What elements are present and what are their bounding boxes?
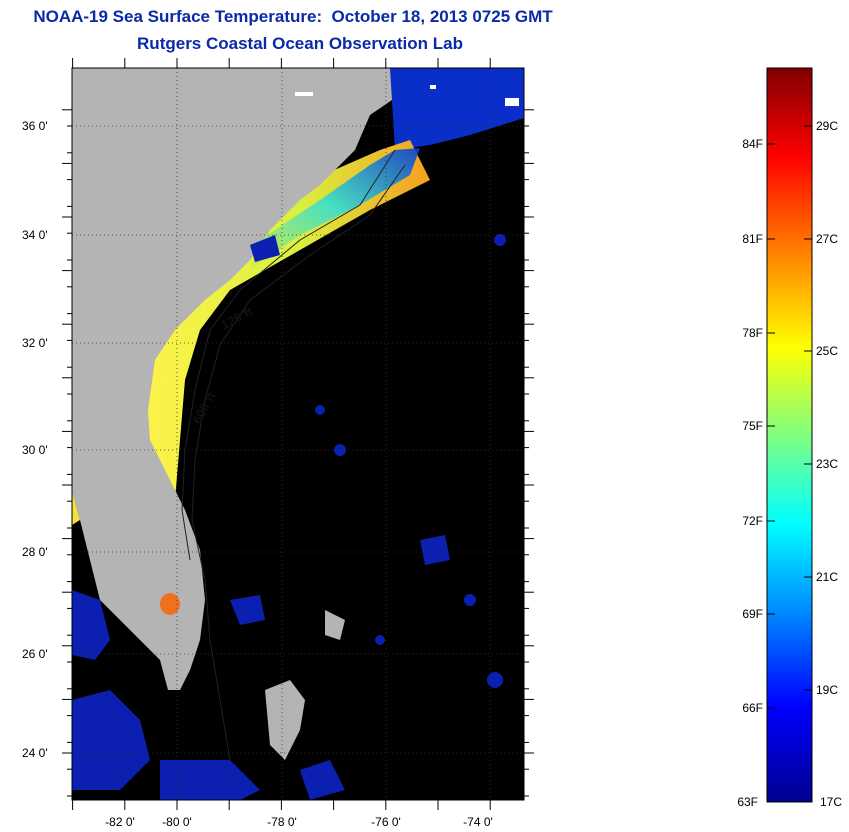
lon-label: -82 0'	[105, 815, 135, 829]
celsius-label: 21C	[816, 570, 838, 584]
fahrenheit-label: 75F	[742, 419, 763, 433]
longitude-axis: -80 0' -82 0' -78 0' -76 0' -74 0'	[105, 815, 493, 829]
celsius-label: 29C	[816, 119, 838, 133]
lon-label: -78 0'	[267, 815, 297, 829]
celsius-label: 23C	[816, 457, 838, 471]
colorbar-ticks	[767, 125, 812, 709]
celsius-label: 17C	[820, 795, 842, 809]
coastal-north-gradient	[250, 148, 420, 270]
land-florida-gulf-side	[72, 490, 80, 525]
island-andros	[265, 680, 305, 760]
island-abaco	[325, 610, 345, 640]
lake-okeechobee	[160, 593, 180, 615]
fahrenheit-label: 72F	[742, 514, 763, 528]
celsius-label: 25C	[816, 344, 838, 358]
lat-label: 32 0'	[22, 336, 48, 350]
fahrenheit-label: 84F	[742, 137, 763, 151]
latitude-axis: 36 0' 34 0' 32 0' 30 0' 28 0' 26 0' 24 0…	[22, 119, 48, 760]
cloud-patches	[72, 234, 506, 800]
lon-label: -74 0'	[463, 815, 493, 829]
lat-label: 34 0'	[22, 228, 48, 242]
lat-label: 28 0'	[22, 545, 48, 559]
celsius-label: 19C	[816, 683, 838, 697]
fahrenheit-label: 66F	[742, 701, 763, 715]
celsius-label: 27C	[816, 232, 838, 246]
lat-label: 36 0'	[22, 119, 48, 133]
cold-water-northeast	[390, 68, 524, 150]
axis-ticks	[62, 58, 534, 810]
map-panel	[72, 68, 524, 800]
colorbar-fahrenheit-scale: 84F 81F 78F 75F 72F 69F 66F 63F	[737, 137, 763, 809]
isobath-120ft-line	[181, 149, 396, 561]
map-title: NOAA-19 Sea Surface Temperature: October…	[33, 7, 553, 26]
cloud-white-bits	[295, 85, 519, 106]
fahrenheit-label: 69F	[742, 607, 763, 621]
fahrenheit-label: 63F	[737, 795, 758, 809]
lat-label: 24 0'	[22, 746, 48, 760]
map-frame	[71, 67, 525, 801]
fahrenheit-label: 81F	[742, 232, 763, 246]
lat-label: 26 0'	[22, 647, 48, 661]
fahrenheit-label: 78F	[742, 326, 763, 340]
lon-label: -80 0'	[162, 815, 192, 829]
lat-label: 30 0'	[22, 443, 48, 457]
lon-label: -76 0'	[371, 815, 401, 829]
land-southeast-us	[72, 68, 392, 690]
isobath-600ft-line	[191, 164, 406, 761]
map-subtitle: Rutgers Coastal Ocean Observation Lab	[137, 34, 463, 53]
grid-lines	[72, 68, 524, 800]
colorbar-celsius-scale: 29C 27C 25C 23C 21C 19C 17C	[816, 119, 842, 809]
temperature-colorbar	[766, 67, 813, 803]
